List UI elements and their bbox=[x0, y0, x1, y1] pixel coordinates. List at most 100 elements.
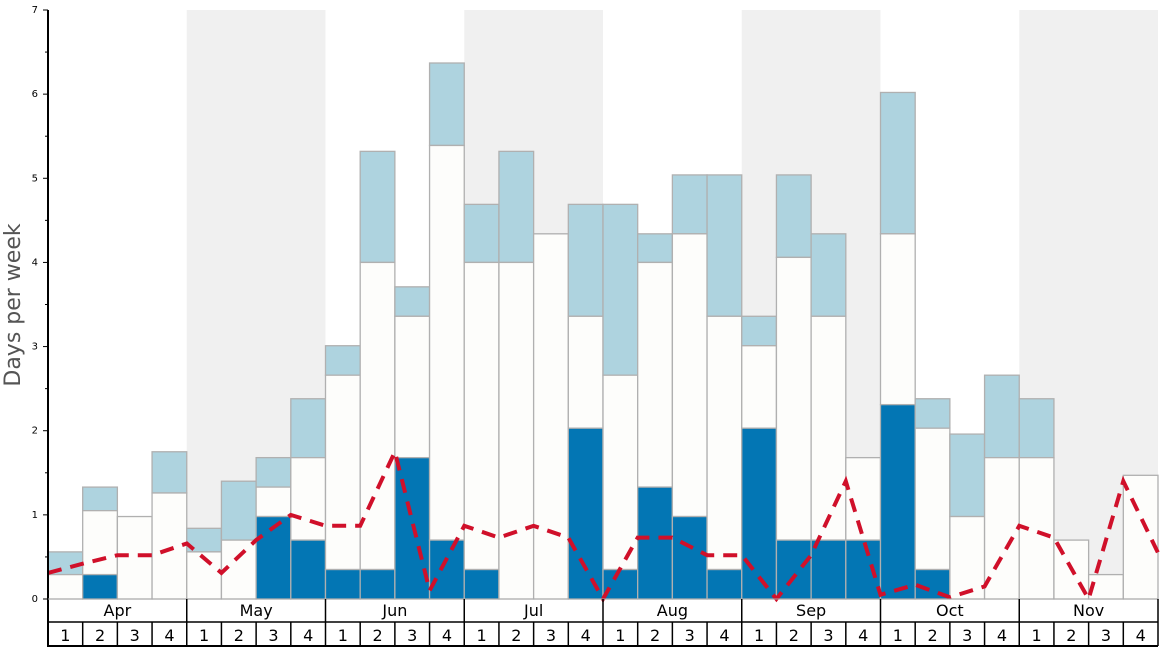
bar-light-10 bbox=[394, 286, 431, 317]
week-label: 1 bbox=[60, 626, 70, 645]
bar-white-16 bbox=[602, 374, 639, 571]
bar-white-25 bbox=[914, 427, 951, 571]
week-label: 1 bbox=[615, 626, 625, 645]
bar-white-28 bbox=[1018, 456, 1055, 600]
week-label: 4 bbox=[858, 626, 868, 645]
bar-light-11 bbox=[428, 62, 465, 147]
week-label: 3 bbox=[407, 626, 417, 645]
bar-dark-23 bbox=[845, 539, 882, 600]
month-label-jul: Jul bbox=[523, 601, 543, 620]
week-label: 3 bbox=[962, 626, 972, 645]
bar-dark-16 bbox=[602, 568, 639, 600]
bar-dark-18 bbox=[671, 515, 708, 600]
bar-light-15 bbox=[567, 203, 604, 317]
bar-white-2 bbox=[116, 515, 153, 600]
bar-light-6 bbox=[255, 456, 292, 488]
bar-light-3 bbox=[151, 451, 188, 494]
week-label: 4 bbox=[442, 626, 452, 645]
bar-dark-11 bbox=[428, 539, 465, 600]
week-label: 3 bbox=[546, 626, 556, 645]
week-label: 4 bbox=[303, 626, 313, 645]
week-label: 4 bbox=[1136, 626, 1146, 645]
week-label: 1 bbox=[199, 626, 209, 645]
bar-light-19 bbox=[706, 174, 743, 317]
bar-light-1 bbox=[82, 486, 119, 512]
bar-white-3 bbox=[151, 492, 188, 600]
week-label: 3 bbox=[268, 626, 278, 645]
bar-white-14 bbox=[532, 233, 569, 600]
bar-white-1 bbox=[82, 509, 119, 576]
bar-light-20 bbox=[741, 315, 778, 347]
bar-dark-21 bbox=[775, 539, 812, 600]
bar-white-8 bbox=[324, 374, 361, 571]
bar-white-31 bbox=[1122, 474, 1159, 600]
month-label-apr: Apr bbox=[104, 601, 132, 620]
y-tick-label-2: 2 bbox=[32, 426, 38, 437]
month-label-jun: Jun bbox=[381, 601, 407, 620]
bar-light-27 bbox=[983, 374, 1020, 459]
y-axis-label: Days per week bbox=[1, 223, 26, 386]
bar-dark-15 bbox=[567, 427, 604, 600]
bar-white-6 bbox=[255, 486, 292, 518]
bar-dark-9 bbox=[359, 568, 396, 600]
bar-white-10 bbox=[394, 315, 431, 459]
bar-light-8 bbox=[324, 345, 361, 376]
week-label: 2 bbox=[927, 626, 937, 645]
week-label: 1 bbox=[477, 626, 487, 645]
week-label: 2 bbox=[95, 626, 105, 645]
bar-light-22 bbox=[810, 233, 847, 317]
week-label: 4 bbox=[581, 626, 591, 645]
bar-light-13 bbox=[498, 150, 535, 264]
y-tick-label-7: 7 bbox=[32, 5, 38, 16]
bar-dark-1 bbox=[82, 573, 119, 600]
bar-light-7 bbox=[290, 398, 327, 459]
bar-light-28 bbox=[1018, 398, 1055, 459]
bar-white-13 bbox=[498, 261, 535, 600]
y-tick-label-5: 5 bbox=[32, 173, 38, 184]
week-label: 4 bbox=[164, 626, 174, 645]
bar-white-22 bbox=[810, 315, 847, 541]
bar-dark-20 bbox=[741, 427, 778, 600]
y-tick-label-6: 6 bbox=[32, 89, 38, 100]
week-label: 1 bbox=[1032, 626, 1042, 645]
bar-white-21 bbox=[775, 256, 812, 541]
y-tick-label-4: 4 bbox=[32, 257, 38, 268]
y-tick-label-0: 0 bbox=[32, 594, 38, 605]
week-label: 2 bbox=[234, 626, 244, 645]
bar-white-7 bbox=[290, 456, 327, 541]
bar-light-5 bbox=[220, 480, 257, 541]
bar-dark-12 bbox=[463, 568, 500, 600]
bar-white-0 bbox=[47, 573, 84, 600]
bar-light-16 bbox=[602, 203, 639, 376]
bar-light-18 bbox=[671, 174, 708, 235]
week-label: 3 bbox=[823, 626, 833, 645]
week-label: 3 bbox=[685, 626, 695, 645]
week-label: 1 bbox=[893, 626, 903, 645]
bar-light-25 bbox=[914, 398, 951, 429]
bar-white-15 bbox=[567, 315, 604, 429]
bar-dark-8 bbox=[324, 568, 361, 600]
bar-dark-19 bbox=[706, 568, 743, 600]
bar-light-26 bbox=[949, 433, 986, 518]
week-label: 2 bbox=[511, 626, 521, 645]
bar-light-17 bbox=[637, 233, 674, 264]
bar-white-12 bbox=[463, 261, 500, 571]
week-label: 2 bbox=[650, 626, 660, 645]
bar-white-17 bbox=[637, 261, 674, 488]
bar-light-9 bbox=[359, 150, 396, 264]
y-tick-label-3: 3 bbox=[32, 342, 38, 353]
week-label: 3 bbox=[130, 626, 140, 645]
y-tick-label-1: 1 bbox=[32, 510, 38, 521]
bar-white-26 bbox=[949, 515, 986, 600]
bar-white-9 bbox=[359, 261, 396, 571]
bar-light-24 bbox=[879, 91, 916, 235]
bar-white-11 bbox=[428, 144, 465, 541]
month-label-aug: Aug bbox=[657, 601, 688, 620]
month-label-sep: Sep bbox=[796, 601, 826, 620]
bar-dark-24 bbox=[879, 403, 916, 600]
bar-dark-17 bbox=[637, 486, 674, 600]
month-label-oct: Oct bbox=[936, 601, 964, 620]
week-label: 2 bbox=[372, 626, 382, 645]
month-label-nov: Nov bbox=[1073, 601, 1104, 620]
month-label-may: May bbox=[240, 601, 273, 620]
